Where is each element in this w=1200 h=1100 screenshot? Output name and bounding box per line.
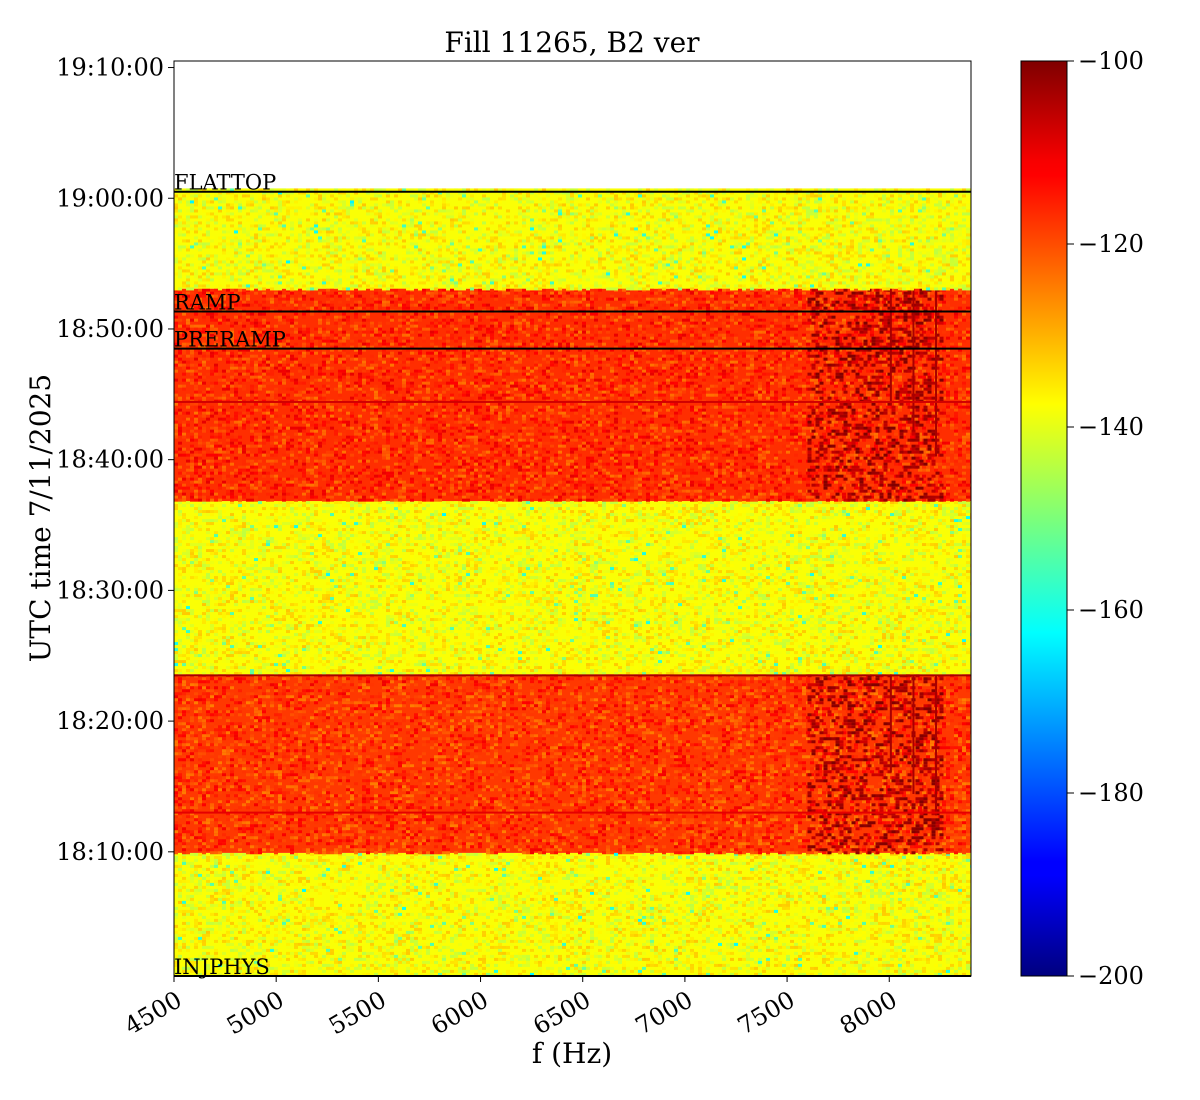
- colorbar-tick-label: −180: [1078, 779, 1144, 807]
- x-tick-label: 4500: [120, 986, 187, 1041]
- event-label: PRERAMP: [174, 328, 286, 352]
- colorbar-tick: −200: [1067, 962, 1144, 990]
- y-tick-label: 19:10:00: [56, 54, 164, 82]
- y-tick-label: 18:40:00: [56, 446, 164, 474]
- y-axis: 18:10:00 18:20:00 18:30:00 18:40:00 18:50:00…: [56, 54, 174, 866]
- band-1: [174, 674, 971, 855]
- event-marker-ramp: RAMP: [174, 291, 971, 315]
- y-tick-18:10:00: 18:10:00: [56, 838, 174, 866]
- x-tick-5000: 5000: [222, 976, 289, 1040]
- y-tick-18:50:00: 18:50:00: [56, 315, 174, 343]
- colorbar-tick-label: −120: [1078, 230, 1144, 258]
- strong-line-0: [174, 811, 971, 814]
- chart-title: Fill 11265, B2 ver: [444, 26, 700, 59]
- colorbar: −100 −120 −140 −160 −180 −200: [1020, 47, 1144, 990]
- y-tick-18:30:00: 18:30:00: [56, 576, 174, 604]
- colorbar-tick: −120: [1067, 230, 1144, 258]
- plot-area: INJPHYS PRERAMP RAMP FLATTOP: [173, 60, 972, 979]
- x-axis-label: f (Hz): [532, 1037, 612, 1070]
- event-marker-preramp: PRERAMP: [174, 328, 971, 352]
- y-tick-label: 18:50:00: [56, 315, 164, 343]
- y-tick-18:20:00: 18:20:00: [56, 707, 174, 735]
- high-frequency-feature-1: [807, 674, 944, 855]
- event-label: INJPHYS: [174, 955, 270, 979]
- x-tick-7000: 7000: [631, 976, 698, 1041]
- y-axis-label: UTC time 7/11/2025: [24, 374, 57, 662]
- band-4: [174, 188, 971, 291]
- x-tick-label: 8000: [835, 986, 902, 1041]
- band-0: [174, 852, 971, 976]
- band-2: [174, 501, 971, 676]
- colorbar-tick-label: −160: [1078, 596, 1144, 624]
- colorbar-tick-label: −100: [1078, 47, 1144, 75]
- x-tick-label: 5500: [324, 986, 391, 1041]
- y-tick-label: 18:10:00: [56, 838, 164, 866]
- x-tick-label: 7000: [631, 986, 698, 1041]
- y-tick-label: 18:30:00: [56, 576, 164, 604]
- x-tick-5500: 5500: [324, 976, 391, 1040]
- event-label: FLATTOP: [174, 171, 276, 195]
- y-tick-19:00:00: 19:00:00: [56, 184, 174, 212]
- y-tick-19:10:00: 19:10:00: [56, 54, 174, 82]
- colorbar-ticks: −100 −120 −140 −160 −180 −200: [1067, 47, 1144, 990]
- x-tick-6500: 6500: [528, 976, 595, 1040]
- colorbar-tick-label: −200: [1078, 962, 1144, 990]
- event-markers: INJPHYS PRERAMP RAMP FLATTOP: [174, 171, 971, 979]
- x-tick-4500: 4500: [120, 976, 187, 1040]
- band-3: [174, 288, 971, 502]
- y-tick-label: 18:20:00: [56, 707, 164, 735]
- event-label: RAMP: [174, 291, 241, 315]
- x-tick-label: 6500: [528, 986, 595, 1041]
- y-tick-18:40:00: 18:40:00: [56, 446, 174, 474]
- strong-line-1: [174, 400, 971, 403]
- x-tick-7500: 7500: [733, 976, 800, 1040]
- colorbar-tick-label: −140: [1078, 413, 1144, 441]
- x-tick-8000: 8000: [835, 976, 902, 1040]
- spectrogram-bands: [174, 188, 971, 976]
- event-marker-flattop: FLATTOP: [174, 171, 971, 195]
- extra-line-0: [174, 674, 971, 677]
- y-tick-label: 19:00:00: [56, 184, 164, 212]
- plot-frame: [173, 60, 972, 977]
- x-tick-label: 6000: [426, 986, 493, 1041]
- x-axis: 4500 5000 5500 6000 6500 7000 7500 8000: [120, 976, 902, 1040]
- colorbar-tick: −160: [1067, 596, 1144, 624]
- colorbar-tick: −140: [1067, 413, 1144, 441]
- x-tick-label: 5000: [222, 986, 289, 1041]
- x-tick-label: 7500: [733, 986, 800, 1041]
- colorbar-strip: [1020, 60, 1068, 977]
- colorbar-tick: −100: [1067, 47, 1144, 75]
- colorbar-tick: −180: [1067, 779, 1144, 807]
- x-tick-6000: 6000: [426, 976, 493, 1040]
- spectrogram-lines: [174, 400, 971, 814]
